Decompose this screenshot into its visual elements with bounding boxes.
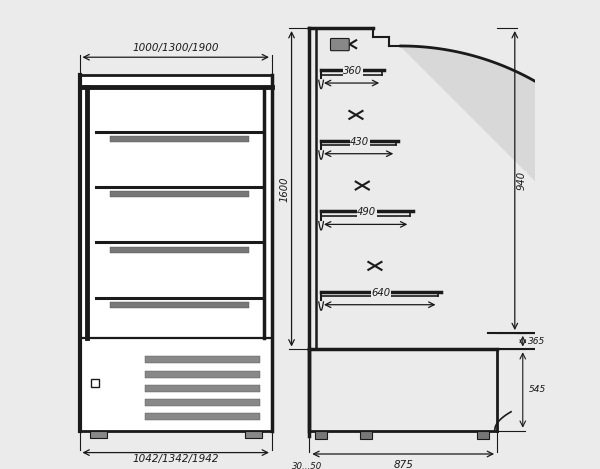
Text: 365: 365 <box>529 337 545 346</box>
Text: 940: 940 <box>517 171 527 190</box>
Polygon shape <box>401 46 600 319</box>
Bar <box>80 75 272 431</box>
Bar <box>315 431 327 439</box>
Bar <box>145 356 260 363</box>
Text: 545: 545 <box>529 386 545 394</box>
Bar <box>145 385 260 392</box>
Bar <box>91 379 99 387</box>
Text: 640: 640 <box>371 287 391 298</box>
Bar <box>145 371 260 378</box>
Bar <box>110 302 250 308</box>
Bar <box>145 413 260 420</box>
Bar <box>90 431 107 438</box>
Text: 875: 875 <box>393 460 413 469</box>
Bar <box>110 247 250 253</box>
FancyBboxPatch shape <box>331 38 349 51</box>
Bar <box>110 191 250 197</box>
Text: 1000/1300/1900: 1000/1300/1900 <box>133 44 219 53</box>
Text: 1600: 1600 <box>280 176 290 202</box>
Bar <box>359 431 372 439</box>
Bar <box>110 136 250 142</box>
Bar <box>145 399 260 406</box>
Text: 360: 360 <box>343 66 362 76</box>
Text: 490: 490 <box>357 207 376 217</box>
Text: 30...50: 30...50 <box>292 462 322 469</box>
Bar <box>245 431 262 438</box>
Text: 430: 430 <box>350 136 370 147</box>
Text: 1042/1342/1942: 1042/1342/1942 <box>133 454 219 464</box>
Bar <box>477 431 489 439</box>
